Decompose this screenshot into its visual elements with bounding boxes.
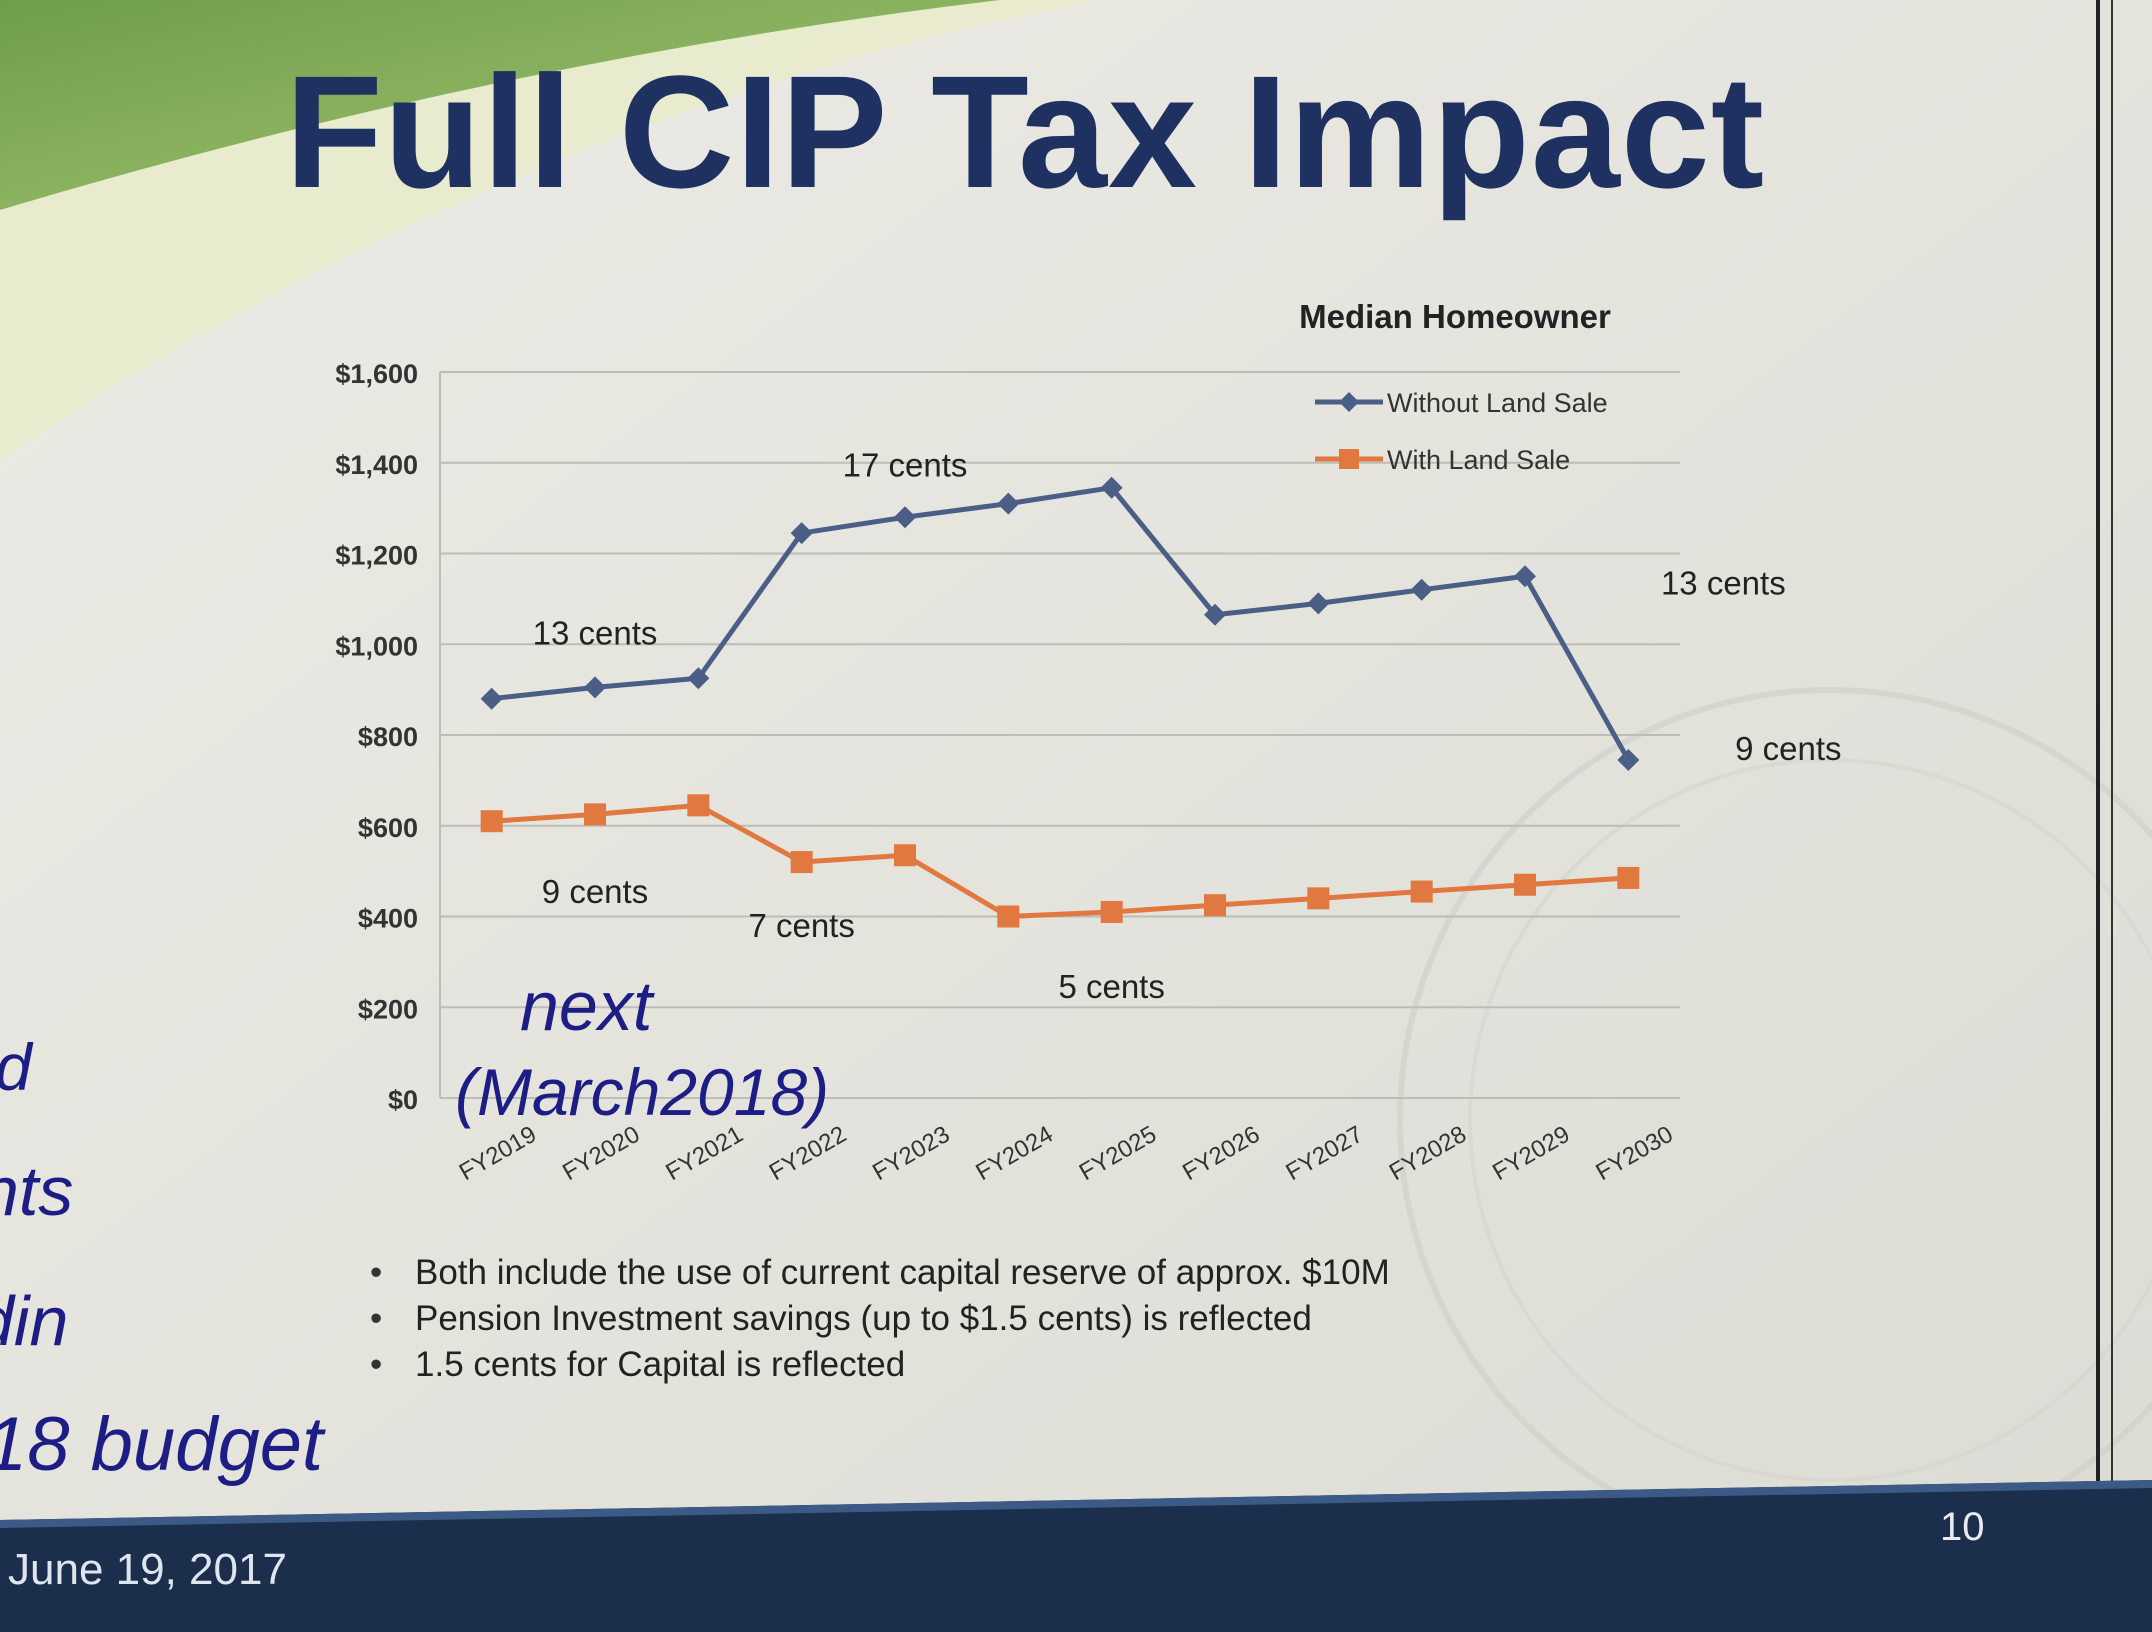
data-point — [480, 810, 503, 833]
annotation-label: 7 cents — [748, 907, 854, 944]
data-point — [1514, 873, 1536, 896]
data-point — [584, 803, 606, 826]
bullet-list: Both include the use of current capital … — [370, 1250, 1390, 1388]
legend-marker — [1339, 392, 1359, 412]
data-point — [997, 905, 1020, 928]
legend-label: With Land Sale — [1387, 445, 1570, 475]
chart-title: Median Homeowner — [1299, 298, 1611, 335]
data-point — [480, 687, 503, 710]
series-line — [491, 802, 1629, 919]
handwritten-next: next — [520, 967, 655, 1045]
data-point — [790, 522, 813, 545]
data-point — [1410, 880, 1433, 903]
y-tick-label: $1,600 — [335, 359, 418, 389]
bullet-item: Both include the use of current capital … — [370, 1250, 1390, 1296]
series-line — [491, 485, 1631, 762]
data-point — [1100, 476, 1123, 499]
data-point — [1307, 887, 1330, 910]
y-tick-label: $1,200 — [335, 541, 418, 571]
y-tick-label: $0 — [388, 1085, 418, 1115]
y-tick-label: $600 — [358, 813, 418, 843]
bullet-item: 1.5 cents for Capital is reflected — [370, 1342, 1390, 1388]
data-point — [687, 794, 710, 817]
green-swoosh — [0, 0, 1000, 210]
data-point — [790, 851, 813, 874]
footer-date: June 19, 2017 — [8, 1545, 287, 1594]
data-point — [894, 844, 916, 867]
data-point — [1617, 866, 1640, 889]
y-tick-label: $1,000 — [335, 631, 418, 661]
annotation-label: 9 cents — [542, 873, 648, 910]
y-tick-label: $1,400 — [335, 450, 418, 480]
y-tick-label: $200 — [358, 994, 418, 1024]
bullet-item: Pension Investment savings (up to $1.5 c… — [370, 1296, 1390, 1342]
data-point — [997, 492, 1020, 515]
data-point — [1410, 578, 1433, 601]
data-point — [584, 676, 606, 699]
chart-series — [480, 476, 1640, 928]
y-axis-ticks: $0 $200 $400 $600 $800 $1,000 $1,200 $1,400 $1,6… — [335, 359, 418, 1115]
handwritten-margin-4: 18 budget — [0, 1402, 326, 1487]
slide-title: Full CIP Tax Impact — [285, 42, 1766, 221]
y-tick-label: $800 — [358, 722, 418, 752]
annotation-label: 13 cents — [533, 614, 658, 651]
data-point — [1204, 894, 1226, 917]
handwritten-margin-2: nts — [0, 1152, 73, 1230]
data-point — [687, 667, 710, 690]
data-point — [894, 506, 916, 529]
light-swoosh — [0, 0, 1100, 460]
annotation-label: 9 cents — [1735, 730, 1841, 767]
annotation-label: 17 cents — [843, 446, 968, 483]
data-point — [1100, 900, 1123, 923]
chart-legend: Without Land Sale With Land Sale — [1315, 388, 1608, 475]
data-point — [1514, 565, 1536, 588]
data-point — [1617, 748, 1640, 771]
handwritten-march-2018: (March2018) — [455, 1055, 829, 1129]
handwritten-margin-3: din — [0, 1282, 68, 1360]
chart-grid — [439, 371, 1680, 1099]
annotation-label: 13 cents — [1661, 564, 1786, 601]
chart-annotations: 13 cents 17 cents 13 cents 9 cents 9 cents 7 … — [533, 446, 1842, 1005]
y-tick-label: $400 — [358, 904, 418, 934]
data-point — [1204, 603, 1226, 626]
annotation-label: 5 cents — [1058, 968, 1164, 1005]
legend-label: Without Land Sale — [1387, 388, 1608, 418]
data-point — [1307, 592, 1330, 615]
page-number: 10 — [1940, 1505, 1985, 1549]
legend-marker — [1339, 449, 1359, 469]
handwritten-margin-1: d — [0, 1030, 34, 1104]
